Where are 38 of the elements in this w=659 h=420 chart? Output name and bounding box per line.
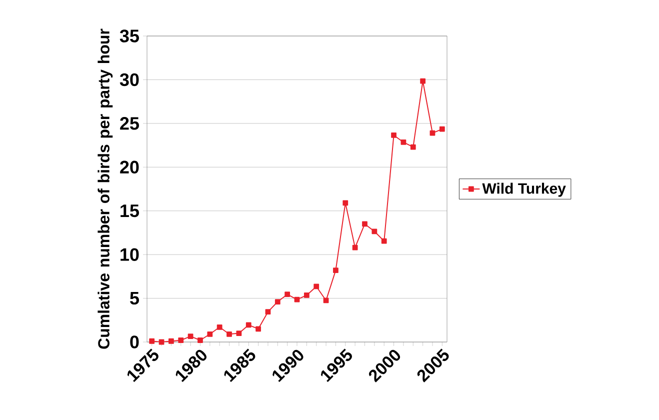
point xyxy=(439,126,445,132)
point xyxy=(381,238,387,244)
point xyxy=(207,331,213,337)
point xyxy=(372,228,378,234)
point xyxy=(226,331,232,337)
point xyxy=(333,268,338,273)
point xyxy=(168,338,174,344)
point xyxy=(314,284,320,290)
point xyxy=(391,132,396,138)
point xyxy=(400,140,406,145)
point xyxy=(188,334,194,340)
point xyxy=(362,221,368,227)
y-tick-label: 25 xyxy=(120,117,139,130)
point xyxy=(149,338,155,344)
point xyxy=(236,330,242,336)
point xyxy=(216,324,222,330)
y-tick-label: 30 xyxy=(120,73,139,86)
y-tick-label: 5 xyxy=(130,292,139,305)
y-tick-label: 0 xyxy=(130,336,139,348)
y-tick-label: 35 xyxy=(120,30,139,42)
point xyxy=(284,292,290,298)
y-tick-label: 20 xyxy=(120,160,139,174)
point xyxy=(256,326,261,332)
point xyxy=(265,309,271,315)
point xyxy=(304,292,310,298)
point xyxy=(420,78,426,84)
point xyxy=(274,299,280,304)
point xyxy=(342,200,348,206)
point xyxy=(198,338,203,343)
point xyxy=(410,144,416,150)
point xyxy=(246,322,252,328)
legend-label: Wild Turkey xyxy=(482,182,566,197)
point xyxy=(352,244,358,250)
point xyxy=(294,296,300,302)
point xyxy=(178,338,184,343)
y-tick-label: 10 xyxy=(120,248,139,261)
y-axis-title: Cumlative number of birds per party hour xyxy=(98,28,113,349)
y-tick-label: 15 xyxy=(120,204,139,218)
